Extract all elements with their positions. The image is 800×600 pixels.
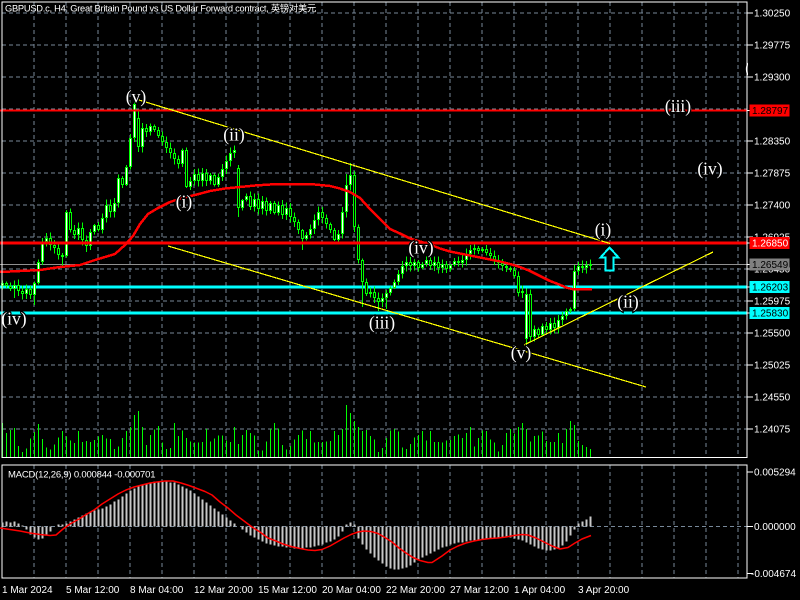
svg-text:1.25830: 1.25830 (752, 309, 789, 320)
svg-text:1.29300: 1.29300 (754, 73, 791, 84)
svg-text:0.005294: 0.005294 (754, 467, 796, 478)
svg-text:1.29775: 1.29775 (754, 41, 791, 52)
svg-text:1 Mar 2024: 1 Mar 2024 (2, 585, 53, 596)
svg-text:3 Apr 20:00: 3 Apr 20:00 (578, 585, 630, 596)
svg-text:22 Mar 20:00: 22 Mar 20:00 (386, 585, 445, 596)
svg-text:1.27400: 1.27400 (754, 201, 791, 212)
svg-text:(v): (v) (126, 87, 147, 107)
svg-text:8 Mar 04:00: 8 Mar 04:00 (130, 585, 184, 596)
svg-text:1.26549: 1.26549 (752, 260, 789, 271)
svg-text:1.26850: 1.26850 (752, 239, 789, 250)
svg-text:(ii): (ii) (223, 125, 245, 145)
svg-text:(iii): (iii) (665, 96, 691, 116)
svg-text:(i): (i) (176, 192, 193, 212)
svg-text:1 Apr 04:00: 1 Apr 04:00 (514, 585, 566, 596)
svg-text:5 Mar 12:00: 5 Mar 12:00 (66, 585, 120, 596)
svg-text:1.28350: 1.28350 (754, 137, 791, 148)
svg-text:15 Mar 12:00: 15 Mar 12:00 (258, 585, 317, 596)
svg-text:(iv): (iv) (1, 309, 26, 329)
svg-text:1.30250: 1.30250 (754, 9, 791, 20)
svg-text:(iv): (iv) (697, 159, 722, 179)
svg-text:1.24550: 1.24550 (754, 393, 791, 404)
svg-text:1.25975: 1.25975 (754, 297, 791, 308)
svg-text:(i): (i) (595, 220, 612, 240)
svg-text:27 Mar 12:00: 27 Mar 12:00 (450, 585, 509, 596)
svg-text:0.000000: 0.000000 (754, 522, 796, 533)
svg-text:(v): (v) (511, 343, 532, 363)
svg-text:MACD(12,26,9) 0.000844 -0.0007: MACD(12,26,9) 0.000844 -0.000701 (8, 470, 155, 481)
svg-text:GBPUSD.c, H4: Great Britain P: GBPUSD.c, H4: Great Britain Pound vs US … (5, 3, 316, 14)
svg-text:(ii): (ii) (617, 292, 639, 312)
svg-text:1.25500: 1.25500 (754, 329, 791, 340)
svg-text:1.25025: 1.25025 (754, 361, 791, 372)
svg-text:1.28797: 1.28797 (752, 106, 789, 117)
svg-text:(iii): (iii) (369, 313, 395, 333)
svg-text:1.27875: 1.27875 (754, 169, 791, 180)
svg-text:20 Mar 04:00: 20 Mar 04:00 (322, 585, 381, 596)
svg-text:12 Mar 20:00: 12 Mar 20:00 (194, 585, 253, 596)
svg-text:1.24075: 1.24075 (754, 425, 791, 436)
svg-text:(iv): (iv) (408, 238, 433, 258)
svg-text:1.26203: 1.26203 (752, 283, 789, 294)
svg-text:-0.004674: -0.004674 (751, 569, 796, 580)
